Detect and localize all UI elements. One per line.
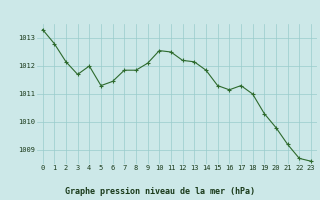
Text: Graphe pression niveau de la mer (hPa): Graphe pression niveau de la mer (hPa) (65, 187, 255, 196)
